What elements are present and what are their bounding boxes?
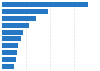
Bar [2, 57, 16, 62]
Bar [2, 2, 88, 7]
Bar [2, 30, 23, 35]
Bar [2, 23, 29, 28]
Bar [2, 16, 36, 21]
Bar [2, 50, 17, 55]
Bar [2, 43, 18, 48]
Bar [2, 64, 14, 69]
Bar [2, 36, 20, 41]
Bar [2, 9, 48, 14]
